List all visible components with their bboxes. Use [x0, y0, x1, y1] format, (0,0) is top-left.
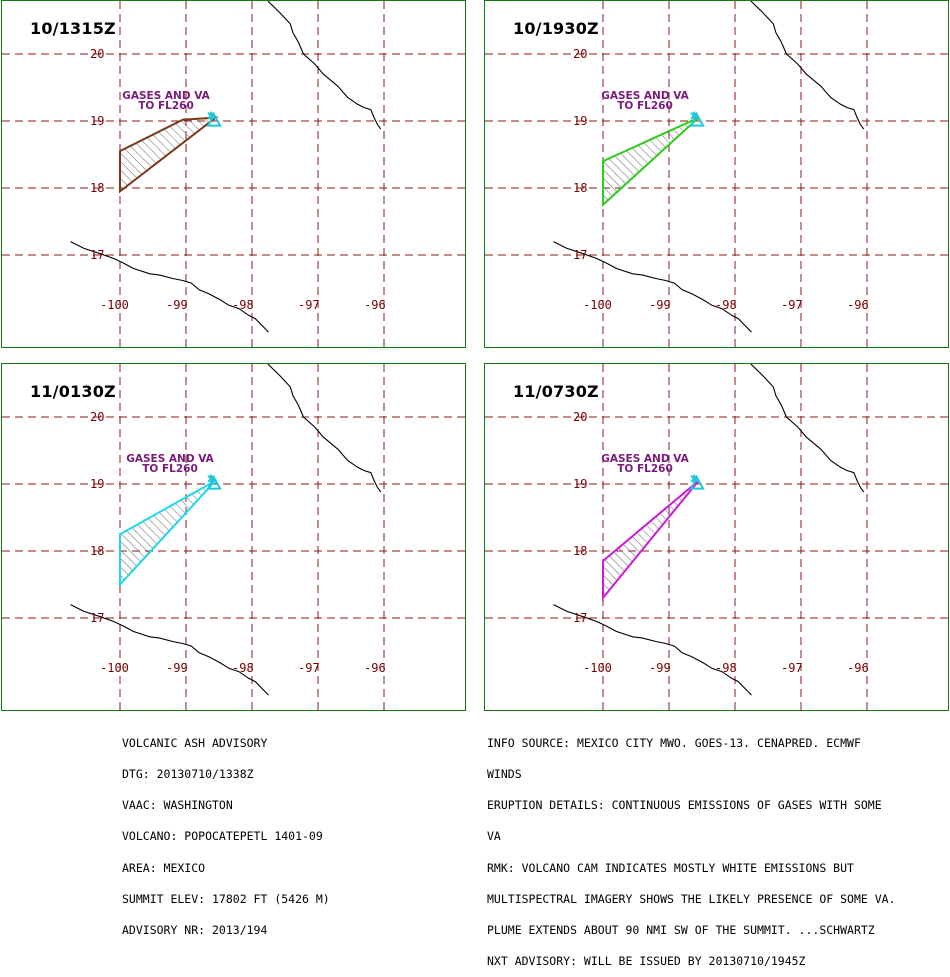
plume-polygon — [119, 116, 219, 194]
volcano-icon — [689, 475, 705, 490]
lon-tick-label: -96 — [364, 298, 386, 312]
map-svg — [2, 1, 465, 347]
lat-tick-label: 17 — [90, 611, 105, 625]
pacific-coastline — [553, 604, 752, 696]
lon-tick-label: -98 — [715, 298, 737, 312]
advisory-left-text: VOLCANIC ASH ADVISORY DTG: 20130710/1338… — [122, 717, 330, 946]
panel-time-title: 10/1315Z — [30, 19, 116, 38]
panel-time-title: 11/0730Z — [513, 382, 599, 401]
pacific-coastline — [70, 604, 269, 696]
map-svg — [485, 364, 948, 710]
lat-tick-label: 20 — [90, 47, 105, 61]
lat-tick-label: 18 — [573, 544, 588, 558]
plume-label-line: TO FL260 — [617, 463, 673, 475]
lat-tick-label: 18 — [90, 181, 105, 195]
advisory-right-text: INFO SOURCE: MEXICO CITY MWO. GOES-13. C… — [487, 717, 896, 977]
advisory-line: SUMMIT ELEV: 17802 FT (5426 M) — [122, 891, 330, 906]
map-panel-3: 11/0130Z 20 19 18 17 -100 -99 -98 -97 -96 GASES AN… — [1, 363, 466, 711]
plume-polygon — [119, 479, 217, 588]
lat-tick-label: 20 — [90, 410, 105, 424]
lon-tick-label: -96 — [847, 661, 869, 675]
lon-tick-label: -97 — [781, 298, 803, 312]
lon-tick-label: -100 — [583, 661, 612, 675]
volcano-icon — [206, 112, 222, 127]
map-panel-4: 11/0730Z 20 19 18 17 -100 -99 -98 -97 -96 GASES AN… — [484, 363, 949, 711]
panel-time-title: 11/0130Z — [30, 382, 116, 401]
lon-tick-label: -96 — [847, 298, 869, 312]
plume-label-line: GASES AND VA — [601, 453, 689, 465]
advisory-line: MULTISPECTRAL IMAGERY SHOWS THE LIKELY P… — [487, 891, 896, 906]
lat-tick-label: 19 — [573, 477, 588, 491]
lon-tick-label: -96 — [364, 661, 386, 675]
gulf-coastline — [267, 1, 382, 130]
plume-label: GASES AND VA TO FL260 — [116, 90, 216, 112]
lat-tick-label: 18 — [90, 544, 105, 558]
advisory-line: PLUME EXTENDS ABOUT 90 NMI SW OF THE SUM… — [487, 923, 875, 938]
lon-tick-label: -100 — [100, 661, 129, 675]
advisory-line: VAAC: WASHINGTON — [122, 798, 233, 813]
eruption-icon — [207, 474, 215, 483]
lon-tick-label: -99 — [166, 298, 188, 312]
map-svg — [485, 1, 948, 347]
map-panel-1: 10/1315Z 20 19 18 17 -100 -99 -98 -97 -96 GASES AN… — [1, 0, 466, 348]
plume-polygon — [602, 116, 700, 208]
advisory-line: DTG: 20130710/1338Z — [122, 767, 254, 782]
eruption-icon — [690, 111, 698, 120]
plume-label: GASES AND VA TO FL260 — [595, 453, 695, 475]
lon-tick-label: -97 — [298, 298, 320, 312]
advisory-line: INFO SOURCE: MEXICO CITY MWO. GOES-13. C… — [487, 735, 861, 750]
plume-label-line: TO FL260 — [138, 100, 194, 112]
gulf-coastline — [750, 364, 865, 493]
lon-tick-label: -98 — [232, 661, 254, 675]
advisory-line: ERUPTION DETAILS: CONTINUOUS EMISSIONS O… — [487, 798, 882, 813]
advisory-line: RMK: VOLCANO CAM INDICATES MOSTLY WHITE … — [487, 860, 854, 875]
lon-tick-label: -98 — [232, 298, 254, 312]
lat-tick-label: 17 — [573, 248, 588, 262]
plume-label-line: GASES AND VA — [122, 90, 210, 102]
pacific-coastline — [553, 241, 752, 333]
lat-tick-label: 20 — [573, 47, 588, 61]
gulf-coastline — [267, 364, 382, 493]
plume-label-line: TO FL260 — [142, 463, 198, 475]
pacific-coastline — [70, 241, 269, 333]
lat-tick-label: 19 — [90, 114, 105, 128]
lat-tick-label: 19 — [90, 477, 105, 491]
volcano-icon — [206, 475, 222, 490]
lon-tick-label: -97 — [298, 661, 320, 675]
plume-label-line: TO FL260 — [617, 100, 673, 112]
lon-tick-label: -100 — [100, 298, 129, 312]
advisory-line: VA — [487, 829, 501, 844]
advisory-line: WINDS — [487, 767, 522, 782]
lat-tick-label: 19 — [573, 114, 588, 128]
lon-tick-label: -99 — [649, 298, 671, 312]
panel-time-title: 10/1930Z — [513, 19, 599, 38]
gulf-coastline — [750, 1, 865, 130]
advisory-line: VOLCANIC ASH ADVISORY — [122, 735, 268, 750]
advisory-line: NXT ADVISORY: WILL BE ISSUED BY 20130710… — [487, 954, 806, 969]
eruption-icon — [690, 474, 698, 483]
plume-label: GASES AND VA TO FL260 — [120, 453, 220, 475]
lat-tick-label: 17 — [90, 248, 105, 262]
volcano-icon — [689, 112, 705, 127]
lon-tick-label: -99 — [649, 661, 671, 675]
advisory-line: AREA: MEXICO — [122, 860, 206, 875]
advisory-line: ADVISORY NR: 2013/194 — [122, 923, 268, 938]
plume-label-line: GASES AND VA — [126, 453, 214, 465]
lat-tick-label: 17 — [573, 611, 588, 625]
lat-tick-label: 20 — [573, 410, 588, 424]
eruption-icon — [207, 111, 215, 120]
lon-tick-label: -100 — [583, 298, 612, 312]
plume-label-line: GASES AND VA — [601, 90, 689, 102]
lon-tick-label: -97 — [781, 661, 803, 675]
lon-tick-label: -99 — [166, 661, 188, 675]
plume-label: GASES AND VA TO FL260 — [595, 90, 695, 112]
map-svg — [2, 364, 465, 710]
plume-polygon — [602, 479, 700, 601]
lat-tick-label: 18 — [573, 181, 588, 195]
lon-tick-label: -98 — [715, 661, 737, 675]
map-panel-2: 10/1930Z 20 19 18 17 -100 -99 -98 -97 -96 GASES AN… — [484, 0, 949, 348]
advisory-line: VOLCANO: POPOCATEPETL 1401-09 — [122, 829, 323, 844]
